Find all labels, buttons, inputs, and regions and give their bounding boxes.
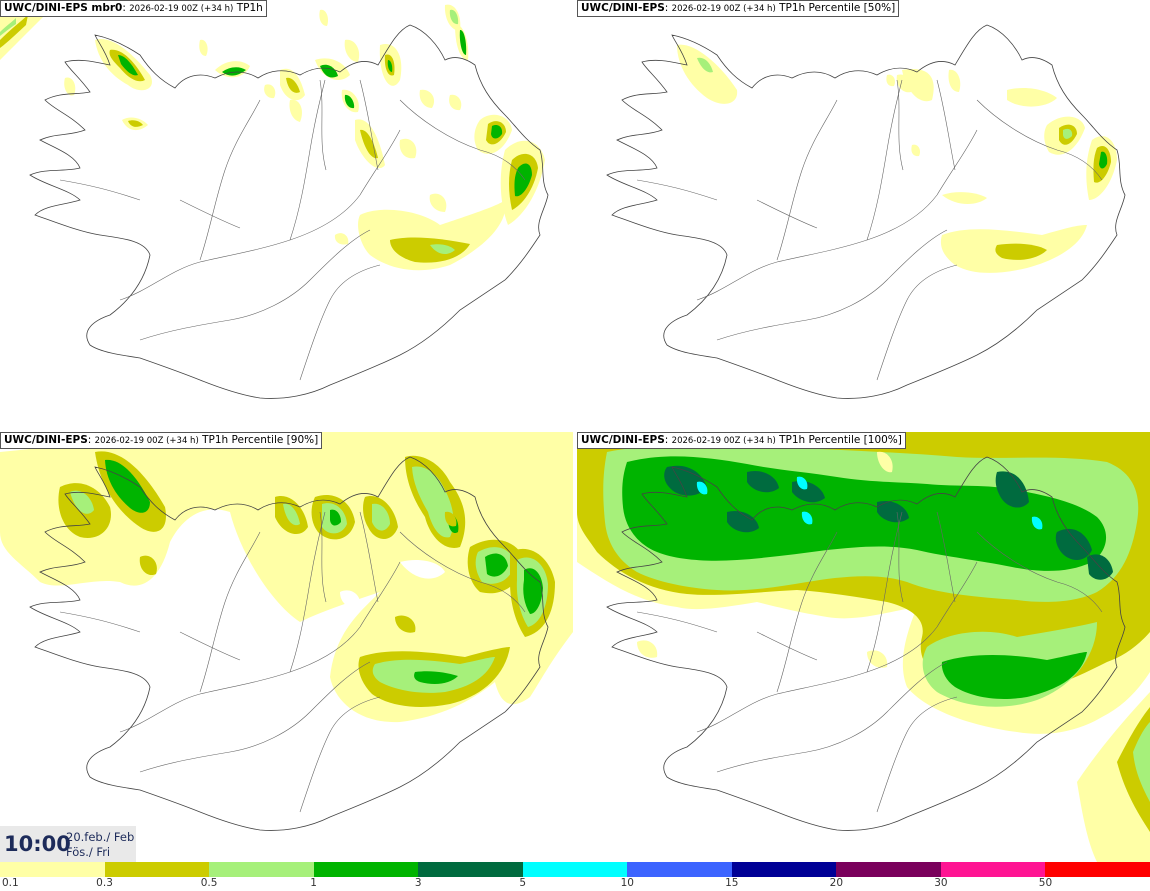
panel-title: UWC/DINI-EPS: 2026-02-19 00Z (+34 h) TP1… — [577, 432, 906, 449]
parameter-name: TP1h Percentile [50%] — [779, 2, 896, 14]
legend-swatch — [1045, 862, 1150, 877]
legend-label: 0.1 — [2, 877, 19, 889]
roads-and-borders — [636, 79, 1103, 381]
legend-label: 10 — [620, 877, 634, 889]
precip-field — [677, 44, 1117, 273]
precip-map — [606, 24, 1126, 399]
legend-swatch — [627, 862, 732, 877]
legend-label: 50 — [1038, 877, 1053, 889]
precip-field — [0, 0, 545, 271]
legend-swatch — [731, 862, 837, 877]
legend-label: 0.5 — [200, 877, 218, 889]
model-name: UWC/DINI-EPS — [4, 434, 88, 446]
precip-field — [577, 432, 1150, 862]
legend-swatch — [313, 862, 419, 877]
legend-label: 20 — [829, 877, 844, 889]
panel-title: UWC/DINI-EPS mbr0: 2026-02-19 00Z (+34 h… — [0, 0, 267, 17]
map-panel-p90: UWC/DINI-EPS: 2026-02-19 00Z (+34 h) TP1… — [0, 432, 573, 862]
legend-colorbar — [0, 862, 1150, 877]
legend-swatch — [418, 862, 523, 877]
model-name: UWC/DINI-EPS — [581, 2, 665, 14]
legend-label: 30 — [934, 877, 948, 889]
model-name: UWC/DINI-EPS mbr0 — [4, 2, 123, 14]
roads-and-borders — [59, 79, 526, 381]
panel-title: UWC/DINI-EPS: 2026-02-19 00Z (+34 h) TP1… — [577, 0, 900, 17]
panel-title: UWC/DINI-EPS: 2026-02-19 00Z (+34 h) TP1… — [0, 432, 323, 449]
valid-time-box: 10:00 20.feb./ Feb Fös./ Fri — [0, 826, 136, 862]
model-name: UWC/DINI-EPS — [581, 434, 665, 446]
parameter-name: TP1h Percentile [100%] — [779, 434, 902, 446]
roads-and-borders — [59, 511, 526, 813]
coastline — [29, 24, 549, 399]
map-panel-member0: UWC/DINI-EPS mbr0: 2026-02-19 00Z (+34 h… — [0, 0, 573, 430]
valid-date: 20.feb./ Feb — [66, 830, 135, 844]
legend-label: 5 — [519, 877, 527, 889]
coastline — [29, 456, 549, 831]
run-time: 2026-02-19 00Z (+34 h) — [671, 436, 776, 446]
valid-time: 10:00 — [4, 832, 71, 856]
legend-swatch — [0, 862, 105, 877]
legend-swatch — [104, 862, 210, 877]
roads-and-borders — [636, 511, 1103, 813]
legend-swatch — [209, 862, 314, 877]
legend-swatch — [836, 862, 941, 877]
map-panel-p100: UWC/DINI-EPS: 2026-02-19 00Z (+34 h) TP1… — [577, 432, 1150, 862]
legend-swatch — [522, 862, 628, 877]
legend-label: 3 — [414, 877, 422, 889]
panel-divider — [573, 0, 577, 862]
map-panel-p50: UWC/DINI-EPS: 2026-02-19 00Z (+34 h) TP1… — [577, 0, 1150, 430]
color-legend: 0.1 0.3 0.5 1 3 5 10 15 20 30 50 — [0, 862, 1150, 891]
run-time: 2026-02-19 00Z (+34 h) — [94, 436, 199, 446]
legend-label: 15 — [725, 877, 739, 889]
legend-labels: 0.1 0.3 0.5 1 3 5 10 15 20 30 50 — [0, 877, 1150, 891]
parameter-name: TP1h Percentile [90%] — [202, 434, 319, 446]
run-time: 2026-02-19 00Z (+34 h) — [129, 4, 234, 14]
valid-day: Fös./ Fri — [66, 845, 111, 859]
legend-label: 1 — [310, 877, 317, 889]
coastline — [606, 456, 1126, 831]
parameter-name: TP1h — [236, 2, 263, 14]
precip-field — [0, 432, 573, 723]
precip-map — [0, 432, 573, 831]
precip-map — [577, 432, 1150, 862]
precip-map — [0, 0, 549, 399]
legend-label: 0.3 — [96, 877, 113, 889]
run-time: 2026-02-19 00Z (+34 h) — [671, 4, 776, 14]
coastline — [606, 24, 1126, 399]
legend-swatch — [940, 862, 1046, 877]
